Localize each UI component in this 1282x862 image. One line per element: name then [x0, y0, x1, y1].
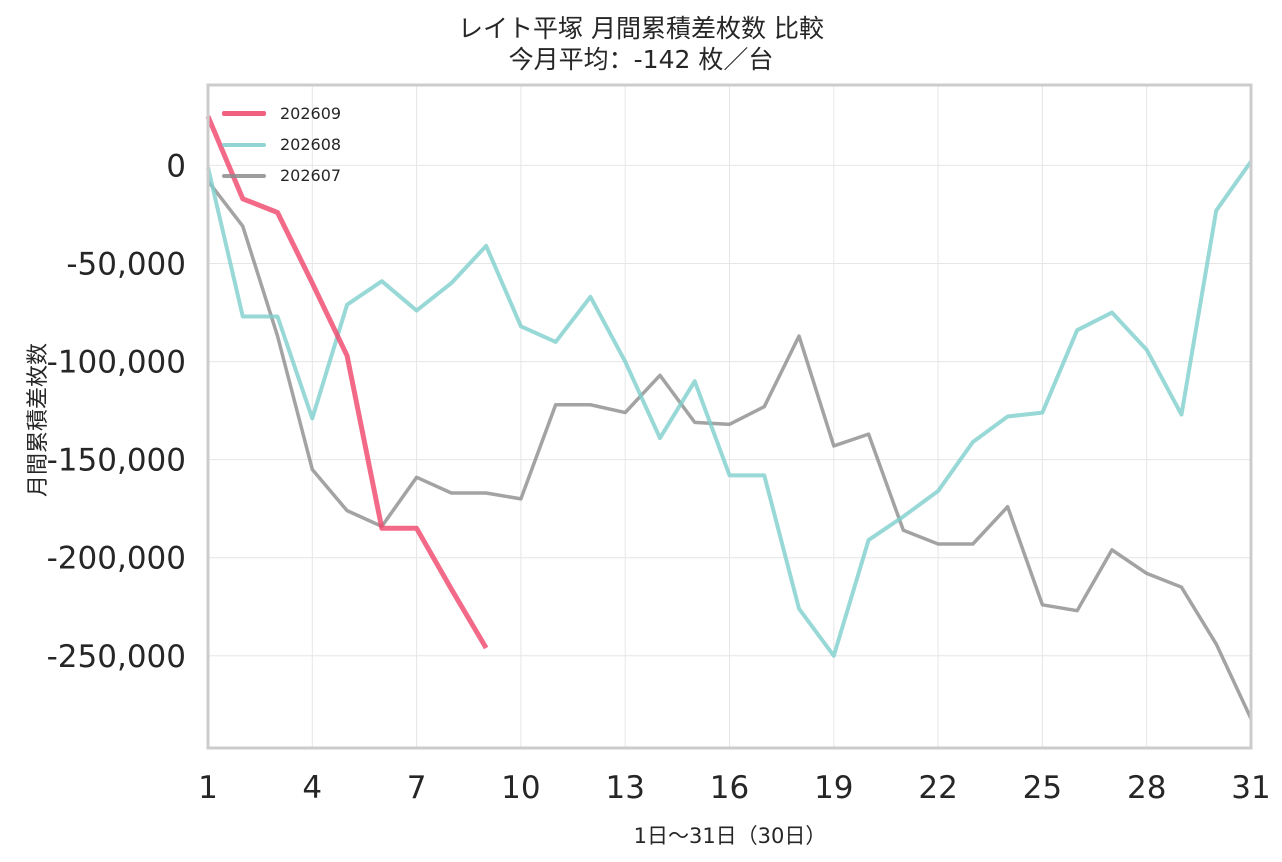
x-tick-label: 19	[814, 770, 853, 806]
legend-label: 202609	[280, 104, 342, 123]
legend-item: 202608	[222, 129, 341, 160]
y-tick-label: -250,000	[47, 639, 186, 675]
x-tick-label: 25	[1023, 770, 1062, 806]
legend-swatch	[222, 173, 266, 178]
legend-swatch	[222, 142, 266, 147]
y-tick-label: -50,000	[66, 247, 186, 283]
chart-subtitle: 今月平均：-142 枚／台	[508, 45, 774, 74]
x-tick-label: 1	[198, 770, 218, 806]
tick-labels: 1 4 7 10 13 16 19 22 25 28 31 0 -50,000 -100,000 -150,…	[47, 148, 1271, 806]
plot-frame	[206, 83, 1253, 750]
chart-title: レイト平塚 月間累積差枚数 比較	[458, 14, 824, 43]
x-tick-label: 13	[605, 770, 644, 806]
x-tick-label: 4	[302, 770, 322, 806]
grid	[207, 85, 1252, 748]
series-line-202609	[205, 115, 489, 650]
legend: 202609 202608 202607	[222, 98, 341, 191]
x-tick-label: 31	[1231, 770, 1270, 806]
y-tick-label: -150,000	[47, 443, 186, 479]
x-tick-label: 7	[407, 770, 427, 806]
x-tick-label: 10	[501, 770, 540, 806]
x-tick-label: 28	[1127, 770, 1166, 806]
y-tick-label: 0	[166, 148, 186, 184]
legend-item: 202607	[222, 160, 341, 191]
legend-swatch	[222, 111, 266, 116]
plot-lines	[205, 115, 1253, 720]
legend-label: 202608	[280, 135, 342, 154]
legend-label: 202607	[280, 166, 342, 185]
x-tick-label: 22	[918, 770, 957, 806]
legend-item: 202609	[222, 98, 341, 129]
y-tick-label: -200,000	[47, 541, 186, 577]
y-axis-label: 月間累積差枚数	[26, 342, 51, 498]
x-axis-label: 1日〜31日（30日）	[633, 824, 827, 848]
y-tick-label: -100,000	[47, 345, 186, 381]
x-tick-label: 16	[710, 770, 749, 806]
series-line-202608	[206, 160, 1253, 658]
